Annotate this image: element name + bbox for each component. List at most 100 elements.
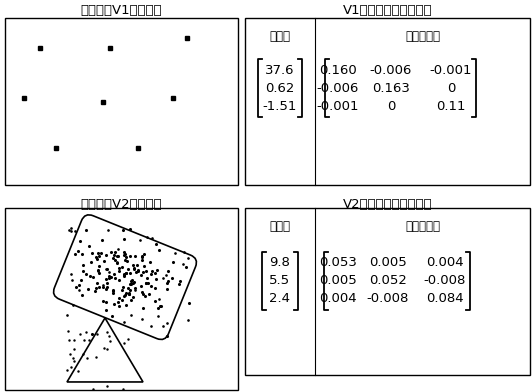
Point (138, 254, 146, 260)
Point (95, 284, 104, 290)
Point (92, 256, 101, 262)
Point (142, 280, 151, 287)
Point (163, 333, 171, 339)
Point (129, 294, 138, 300)
Point (137, 283, 145, 290)
Point (132, 269, 140, 275)
Point (111, 275, 120, 281)
Point (114, 267, 123, 274)
Point (87, 250, 96, 256)
Point (185, 299, 193, 306)
Text: V2正态分布变换的参数: V2正态分布变换的参数 (343, 198, 433, 211)
Text: 协方差矩阵: 协方差矩阵 (405, 30, 440, 43)
Point (109, 255, 118, 261)
Point (151, 298, 159, 305)
Point (138, 253, 147, 259)
Point (110, 249, 119, 256)
Point (169, 260, 178, 266)
Point (118, 287, 127, 294)
Point (145, 291, 154, 297)
Point (112, 253, 121, 259)
Point (108, 312, 117, 319)
Point (131, 253, 139, 260)
Point (71, 250, 79, 257)
Point (95, 263, 103, 269)
Point (82, 271, 90, 278)
Text: 平均值: 平均值 (270, 220, 290, 233)
Point (114, 295, 123, 301)
Bar (245, 18, 530, 185)
Point (94, 249, 102, 256)
Text: 0.005: 0.005 (369, 256, 407, 270)
Point (130, 279, 138, 286)
Point (120, 257, 129, 263)
Point (85, 243, 93, 250)
Point (126, 281, 134, 287)
Point (138, 291, 147, 298)
Point (99, 258, 108, 264)
Point (151, 270, 159, 276)
Text: 0: 0 (387, 100, 395, 113)
Point (99, 283, 107, 290)
Point (73, 248, 82, 254)
Point (95, 269, 104, 276)
Point (79, 261, 87, 268)
Point (102, 266, 111, 272)
Point (119, 284, 127, 290)
Point (92, 254, 101, 260)
Point (120, 292, 128, 299)
Text: 0.084: 0.084 (426, 292, 464, 305)
Point (119, 249, 128, 255)
Text: 平均值: 平均值 (270, 30, 290, 43)
Point (124, 290, 133, 296)
Point (114, 298, 122, 305)
Point (122, 301, 130, 308)
Point (114, 302, 123, 309)
Text: -0.001: -0.001 (317, 100, 359, 113)
Text: 协方差矩阵: 协方差矩阵 (405, 220, 440, 233)
Point (87, 259, 95, 265)
Point (111, 257, 119, 263)
Text: 0.053: 0.053 (319, 256, 357, 270)
Point (163, 280, 171, 287)
Point (175, 278, 184, 284)
Point (72, 284, 80, 290)
Point (120, 271, 128, 277)
Point (163, 278, 172, 284)
Point (127, 278, 135, 284)
Point (120, 292, 129, 298)
Point (77, 276, 86, 283)
Text: -0.001: -0.001 (430, 64, 472, 76)
Text: 0.11: 0.11 (436, 100, 466, 113)
Point (144, 279, 152, 286)
Point (147, 283, 155, 289)
Point (151, 285, 160, 291)
Point (79, 268, 88, 274)
Point (119, 272, 128, 278)
Point (174, 281, 183, 287)
Text: 立体栅格V1内的点云: 立体栅格V1内的点云 (81, 4, 162, 17)
Point (89, 274, 97, 280)
Text: 0: 0 (447, 82, 455, 94)
Point (124, 285, 132, 291)
Point (115, 277, 123, 283)
Point (124, 266, 132, 272)
Text: -0.006: -0.006 (317, 82, 359, 94)
Point (140, 250, 148, 257)
Point (134, 267, 142, 273)
Point (168, 275, 177, 281)
Point (86, 273, 94, 279)
Text: 2.4: 2.4 (270, 292, 290, 305)
Text: -1.51: -1.51 (263, 100, 297, 113)
Point (109, 252, 118, 258)
Point (105, 272, 113, 279)
Bar (5, 18, 238, 185)
Point (117, 297, 126, 303)
Point (126, 253, 135, 259)
Point (78, 291, 86, 298)
Point (115, 265, 123, 271)
Point (131, 285, 139, 291)
Point (76, 238, 84, 244)
Text: 0.62: 0.62 (265, 82, 295, 94)
Point (121, 270, 130, 276)
